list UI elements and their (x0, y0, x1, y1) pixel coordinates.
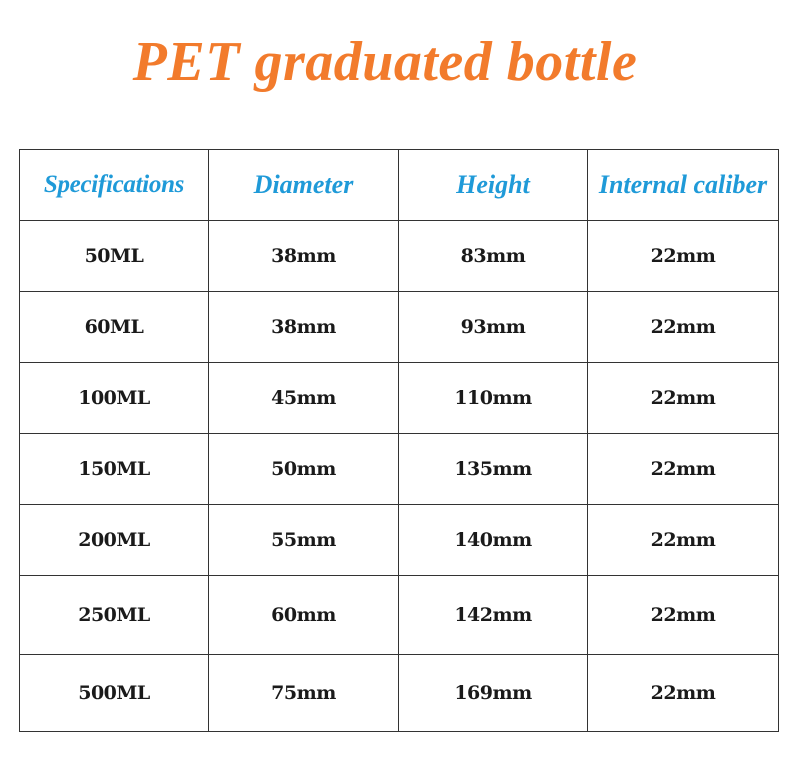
header-diameter: Diameter (208, 149, 399, 221)
cell-internal-caliber: 22mm (587, 291, 779, 363)
cell-height: 169mm (398, 654, 588, 732)
header-internal-caliber: Internal caliber (587, 149, 779, 221)
cell-internal-caliber: 22mm (587, 433, 779, 505)
cell-specification: 60ML (19, 291, 209, 363)
header-specifications: Specifications (19, 149, 209, 221)
cell-specification: 100ML (19, 362, 209, 434)
cell-internal-caliber: 22mm (587, 654, 779, 732)
table-row: 60ML 38mm 93mm 22mm (19, 291, 779, 363)
page-title: PET graduated bottle (132, 31, 638, 93)
table-row: 150ML 50mm 135mm 22mm (19, 433, 779, 505)
cell-height: 140mm (398, 504, 588, 576)
table-row: 100ML 45mm 110mm 22mm (19, 362, 779, 434)
cell-height: 110mm (398, 362, 588, 434)
cell-specification: 150ML (19, 433, 209, 505)
cell-internal-caliber: 22mm (587, 504, 779, 576)
cell-height: 135mm (398, 433, 588, 505)
cell-diameter: 50mm (208, 433, 399, 505)
cell-diameter: 75mm (208, 654, 399, 732)
cell-internal-caliber: 22mm (587, 362, 779, 434)
cell-specification: 50ML (19, 220, 209, 292)
cell-diameter: 60mm (208, 575, 399, 655)
table-header-row: Specifications Diameter Height Internal … (19, 149, 779, 221)
cell-specification: 250ML (19, 575, 209, 655)
header-height: Height (398, 149, 588, 221)
cell-height: 93mm (398, 291, 588, 363)
cell-diameter: 38mm (208, 291, 399, 363)
cell-specification: 200ML (19, 504, 209, 576)
cell-height: 83mm (398, 220, 588, 292)
cell-height: 142mm (398, 575, 588, 655)
cell-diameter: 55mm (208, 504, 399, 576)
cell-internal-caliber: 22mm (587, 575, 779, 655)
cell-diameter: 38mm (208, 220, 399, 292)
cell-internal-caliber: 22mm (587, 220, 779, 292)
cell-diameter: 45mm (208, 362, 399, 434)
table-row: 250ML 60mm 142mm 22mm (19, 575, 779, 655)
specifications-table: Specifications Diameter Height Internal … (19, 149, 779, 732)
table-row: 200ML 55mm 140mm 22mm (19, 504, 779, 576)
table-row: 500ML 75mm 169mm 22mm (19, 654, 779, 732)
cell-specification: 500ML (19, 654, 209, 732)
table-row: 50ML 38mm 83mm 22mm (19, 220, 779, 292)
